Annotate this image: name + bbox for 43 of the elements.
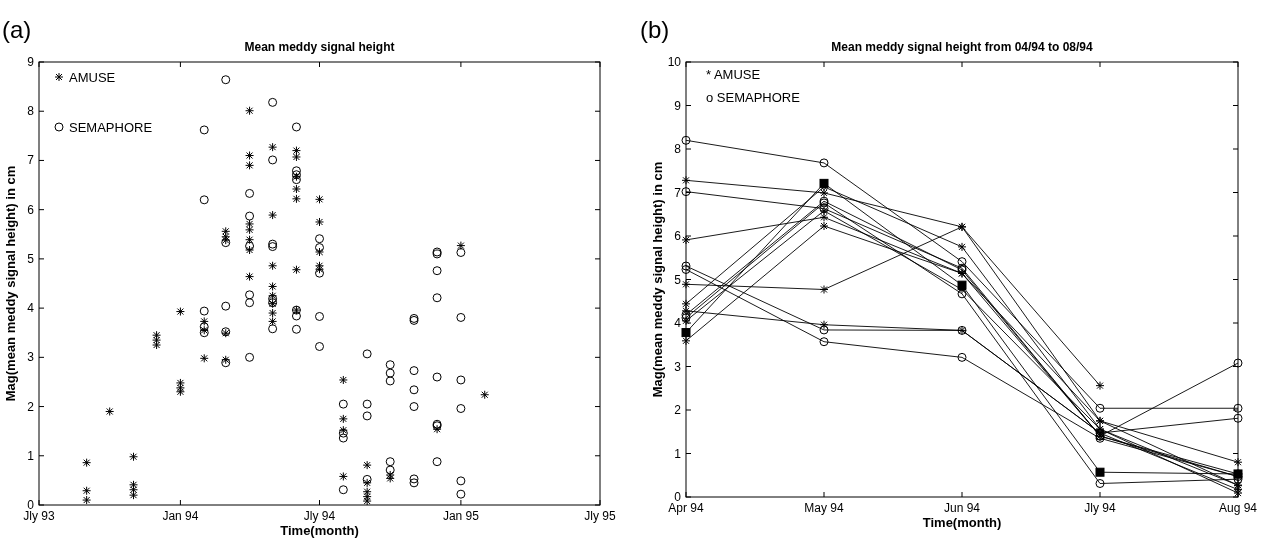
y-tick-label: 2	[674, 403, 682, 417]
y-axis-title: Mag(mean meddy signal height) in cm	[650, 161, 665, 398]
x-tick-label: Aug 94	[1218, 501, 1258, 515]
x-axis-title: Time(month)	[280, 523, 359, 538]
y-tick-label: 0	[674, 490, 682, 504]
x-tick-label: Jun 94	[943, 501, 981, 515]
y-tick-label: 6	[674, 229, 682, 243]
y-tick-label: 7	[674, 185, 682, 200]
text: (b)	[640, 16, 670, 43]
y-tick-label: 1	[674, 446, 682, 461]
y-tick-label: 9	[674, 98, 682, 113]
y-tick-label: 1	[27, 448, 35, 463]
chart-title: Mean meddy signal height from 04/94 to 08/94	[831, 40, 1094, 54]
y-tick-label: 5	[27, 251, 35, 266]
x-tick-label: Jan 95	[442, 509, 480, 523]
x-tick-label: Jly 93	[23, 509, 55, 523]
x-tick-label: May 94	[804, 501, 844, 515]
x-tick-label: Jly 95	[584, 509, 616, 523]
x-tick-label: Jly 94	[303, 509, 336, 523]
annotation: * AMUSE	[706, 67, 761, 82]
y-tick-label: 4	[27, 301, 35, 316]
y-tick-label: 0	[27, 498, 35, 512]
y-tick-label: 6	[27, 202, 35, 217]
y-tick-label: 3	[674, 359, 682, 374]
y-tick-label: 8	[674, 142, 682, 156]
y-tick-label: 5	[674, 272, 682, 287]
annotation: o SEMAPHORE	[706, 90, 801, 105]
legend-label: SEMAPHORE	[69, 120, 153, 135]
x-tick-label: Apr 94	[668, 501, 704, 515]
y-tick-label: 3	[27, 350, 35, 365]
y-tick-label: 8	[27, 104, 35, 119]
y-tick-label: 4	[674, 316, 682, 330]
legend-label: AMUSE	[69, 70, 116, 85]
text: (a)	[2, 16, 32, 43]
y-tick-label: 9	[27, 55, 35, 69]
chart-title: Mean meddy signal height	[244, 40, 395, 54]
x-axis-title: Time(month)	[922, 515, 1002, 530]
x-tick-label: Jly 94	[1084, 501, 1116, 515]
y-axis-title: Mag(mean meddy signal height) in cm	[3, 165, 18, 402]
x-tick-label: Jan 94	[162, 509, 199, 523]
y-tick-label: 2	[27, 399, 35, 414]
y-tick-label: 7	[27, 153, 35, 168]
y-tick-label: 10	[667, 55, 682, 69]
